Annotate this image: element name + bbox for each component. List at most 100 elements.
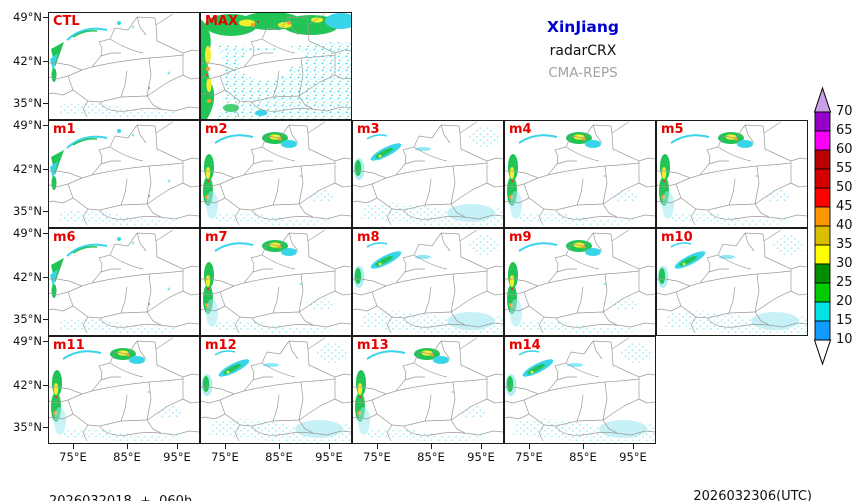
panel-label: m3: [357, 122, 380, 137]
colorbar-segment: [814, 206, 831, 227]
lon-tick-label: 95°E: [467, 450, 495, 464]
colorbar-segment: [814, 263, 831, 284]
panel-label: m7: [205, 230, 228, 245]
lon-tick-label: 75°E: [59, 450, 87, 464]
panel-label: MAX: [205, 14, 239, 29]
panel-label: m5: [661, 122, 684, 137]
lat-tick-label: 42°N: [13, 54, 42, 68]
panel-m9: m9: [504, 228, 656, 336]
colorbar-tick-label: 45: [836, 199, 853, 214]
init-time-line1: 2026032018 + 060h: [49, 494, 192, 501]
colorbar-segment: [814, 187, 831, 208]
lat-tick: [43, 61, 48, 63]
panel-m4: m4: [504, 120, 656, 228]
init-time-block: 2026032018 + 060h 2026032102 + 060h: [49, 462, 192, 501]
panel-max: MAX: [200, 12, 352, 120]
colorbar-segment: [814, 149, 831, 170]
colorbar-tick-label: 70: [836, 104, 853, 119]
lon-tick-label: 95°E: [315, 450, 343, 464]
panel-label: m8: [357, 230, 380, 245]
lon-tick-label: 75°E: [515, 450, 543, 464]
panel-m10: m10: [656, 228, 808, 336]
panel-m1: m1: [48, 120, 200, 228]
lat-tick: [43, 385, 48, 387]
lon-tick-label: 85°E: [265, 450, 293, 464]
panel-m11: m11: [48, 336, 200, 444]
panel-label: m9: [509, 230, 532, 245]
colorbar-tick-label: 50: [836, 180, 853, 195]
colorbar-segment: [814, 282, 831, 303]
lat-tick-label: 35°N: [13, 96, 42, 110]
lat-tick: [43, 319, 48, 321]
lat-tick: [43, 277, 48, 279]
observation-title: radarCRX: [549, 43, 617, 59]
panel-ctl: CTL: [48, 12, 200, 120]
lon-tick: [633, 444, 635, 449]
panel-label: m2: [205, 122, 228, 137]
lon-tick-label: 85°E: [417, 450, 445, 464]
panel-m12: m12: [200, 336, 352, 444]
colorbar-segment: [814, 301, 831, 322]
colorbar-tick-label: 10: [836, 332, 853, 347]
lat-tick: [43, 233, 48, 235]
panel-label: m4: [509, 122, 532, 137]
colorbar-segment: [814, 225, 831, 246]
colorbar-segment: [814, 130, 831, 151]
lon-tick: [377, 444, 379, 449]
lat-tick: [43, 211, 48, 213]
valid-time-utc: 2026032306(UTC): [693, 489, 812, 501]
lat-tick: [43, 125, 48, 127]
colorbar-tick-label: 40: [836, 218, 853, 233]
lat-tick: [43, 103, 48, 105]
lon-tick-label: 85°E: [569, 450, 597, 464]
colorbar-tick-label: 65: [836, 123, 853, 138]
lat-tick-label: 42°N: [13, 270, 42, 284]
panel-label: m11: [53, 338, 85, 353]
lon-tick-label: 75°E: [363, 450, 391, 464]
lat-tick-label: 35°N: [13, 312, 42, 326]
model-title: CMA-REPS: [548, 65, 618, 81]
panel-m2: m2: [200, 120, 352, 228]
lon-tick: [481, 444, 483, 449]
colorbar: [813, 86, 832, 366]
lat-tick: [43, 427, 48, 429]
figure-titles: XinJiang radarCRX CMA-REPS: [500, 18, 666, 81]
lat-tick-label: 49°N: [13, 118, 42, 132]
lat-tick-label: 35°N: [13, 204, 42, 218]
colorbar-over-arrow: [813, 86, 832, 113]
lat-tick-label: 42°N: [13, 378, 42, 392]
lon-tick-label: 85°E: [113, 450, 141, 464]
lon-tick: [583, 444, 585, 449]
colorbar-segment: [814, 111, 831, 132]
lon-tick: [529, 444, 531, 449]
colorbar-tick-label: 15: [836, 313, 853, 328]
panel-m6: m6: [48, 228, 200, 336]
lon-tick: [279, 444, 281, 449]
colorbar-tick-label: 35: [836, 237, 853, 252]
panel-label: m13: [357, 338, 389, 353]
panel-label: m1: [53, 122, 76, 137]
lon-tick: [73, 444, 75, 449]
colorbar-tick-label: 20: [836, 294, 853, 309]
lat-tick: [43, 341, 48, 343]
lon-tick: [177, 444, 179, 449]
panel-m14: m14: [504, 336, 656, 444]
panel-m5: m5: [656, 120, 808, 228]
colorbar-segment: [814, 320, 831, 341]
panel-m7: m7: [200, 228, 352, 336]
colorbar-tick-label: 30: [836, 256, 853, 271]
lon-tick: [431, 444, 433, 449]
lat-tick-label: 49°N: [13, 226, 42, 240]
lat-tick: [43, 17, 48, 19]
colorbar-tick-label: 60: [836, 142, 853, 157]
lon-tick: [127, 444, 129, 449]
panel-label: CTL: [53, 14, 80, 29]
panel-m3: m3: [352, 120, 504, 228]
valid-time-block: 2026032306(UTC) 2026032314(CST): [693, 459, 812, 501]
lon-tick: [329, 444, 331, 449]
panel-label: m10: [661, 230, 693, 245]
lon-tick-label: 95°E: [619, 450, 647, 464]
lat-tick-label: 49°N: [13, 10, 42, 24]
colorbar-tick-label: 25: [836, 275, 853, 290]
